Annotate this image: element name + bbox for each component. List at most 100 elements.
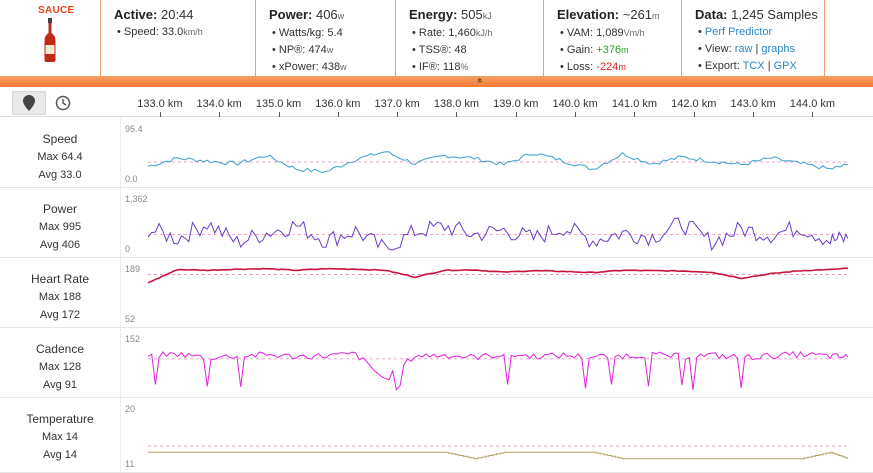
series-plot xyxy=(148,351,848,391)
gain-stat: • Gain: +376m xyxy=(560,44,629,56)
x-tick-label: 135.0 km xyxy=(255,98,302,110)
y-max-label: 20 xyxy=(125,404,136,414)
x-tick-label: 144.0 km xyxy=(789,98,836,110)
x-tick-label: 134.0 km xyxy=(196,98,242,110)
row-divider xyxy=(120,118,121,187)
row-divider xyxy=(120,328,121,397)
row-divider xyxy=(120,188,121,257)
x-tick-mark xyxy=(812,112,814,117)
y-max-label: 1,362 xyxy=(125,194,148,204)
x-tick-mark xyxy=(456,112,458,117)
row-divider xyxy=(120,258,121,327)
series-plot xyxy=(148,445,848,460)
row-divider xyxy=(120,398,121,472)
series-max: Max 14 xyxy=(41,431,79,443)
series-name: Heart Rate xyxy=(30,272,90,286)
logo-text: SAUCE xyxy=(38,5,75,16)
series-name: Power xyxy=(42,202,77,216)
row-label: Heart Rate Max 188 Avg 172 xyxy=(0,270,120,324)
series-name: Speed xyxy=(42,132,78,146)
active-value: 20:44 xyxy=(160,7,194,22)
chart-row-power[interactable]: Power Max 995 Avg 406 1,362 0 xyxy=(0,188,873,258)
if-stat: • IF®: 118% xyxy=(412,61,469,73)
map-pin-icon xyxy=(23,95,35,111)
series-plot xyxy=(148,151,848,174)
chart-row-heart-rate[interactable]: Heart Rate Max 188 Avg 172 189 52 xyxy=(0,258,873,328)
view-raw-link[interactable]: raw xyxy=(734,43,753,55)
clock-icon xyxy=(55,95,71,111)
active-stats: Active: 20:44 • Speed: 33.0km/h xyxy=(100,0,255,76)
x-tick-mark xyxy=(159,112,161,117)
x-tick-mark xyxy=(634,112,636,117)
export-tcx-link[interactable]: TCX xyxy=(742,60,765,72)
series-avg: Avg 172 xyxy=(39,309,81,321)
active-label: Active: xyxy=(114,7,158,22)
series-line-temperature xyxy=(148,451,848,460)
chart-toolbar: 133.0 km 134.0 km 135.0 km 136.0 km 137.0 km… xyxy=(0,87,873,117)
series-max: Max 64.4 xyxy=(37,151,83,163)
y-max-label: 95.4 xyxy=(125,124,143,134)
power-label: Power: xyxy=(269,7,313,22)
x-tick-mark xyxy=(337,112,339,117)
chart-row-speed[interactable]: Speed Max 64.4 Avg 33.0 95.4 0.0 xyxy=(0,118,873,188)
map-toggle-button[interactable] xyxy=(12,91,46,115)
series-line-power xyxy=(148,217,848,252)
view-graphs-link[interactable]: graphs xyxy=(761,43,796,55)
series-max: Max 128 xyxy=(38,361,82,373)
energy-stats: Energy: 505kJ • Rate: 1,460kJ/h • TSS®: … xyxy=(395,0,543,76)
x-tick-label: 133.0 km xyxy=(137,98,183,110)
x-tick-mark xyxy=(693,112,695,117)
export-gpx-link[interactable]: GPX xyxy=(773,60,797,72)
perf-predictor-link[interactable]: Perf Predictor xyxy=(704,26,773,38)
y-min-label: 11 xyxy=(125,459,135,469)
loss-stat: • Loss: -224m xyxy=(560,61,626,73)
stats-header: SAUCE Active: 20:44 • Speed: 33.0km/h Po… xyxy=(0,0,873,76)
row-label: Speed Max 64.4 Avg 33.0 xyxy=(0,130,120,184)
elevation-stats: Elevation: ~261m • VAM: 1,089Vm/h • Gain… xyxy=(543,0,681,76)
series-line-speed xyxy=(148,151,848,174)
x-tick-mark xyxy=(575,112,577,117)
rate-stat: • Rate: 1,460kJ/h xyxy=(412,27,493,39)
series-plot xyxy=(148,267,848,284)
x-tick-mark xyxy=(753,112,755,117)
y-min-label: 0.0 xyxy=(125,174,138,184)
time-toggle-button[interactable] xyxy=(46,91,80,115)
row-label: Cadence Max 128 Avg 91 xyxy=(0,340,120,394)
x-tick-label: 143.0 km xyxy=(730,98,776,110)
x-tick-label: 141.0 km xyxy=(611,98,658,110)
series-plot xyxy=(148,217,848,252)
series-name: Cadence xyxy=(35,342,85,356)
speed-stat: • Speed: 33.0km/h xyxy=(117,26,203,38)
collapse-bar[interactable]: » xyxy=(0,76,873,87)
x-tick-label: 142.0 km xyxy=(671,98,717,110)
series-avg: Avg 33.0 xyxy=(38,169,82,181)
sauce-bottle-icon xyxy=(44,18,56,62)
x-tick-label: 140.0 km xyxy=(552,98,598,110)
x-tick-label: 137.0 km xyxy=(374,98,420,110)
x-tick-mark xyxy=(219,112,221,117)
x-tick-mark xyxy=(515,112,517,117)
chart-row-temperature[interactable]: Temperature Max 14 Avg 14 20 11 xyxy=(0,398,873,473)
y-max-label: 152 xyxy=(125,334,141,344)
series-avg: Avg 406 xyxy=(39,239,81,251)
x-tick-label: 138.0 km xyxy=(433,98,480,110)
power-stats: Power: 406w • Watts/kg: 5.4 • NP®: 474w … xyxy=(255,0,395,76)
series-line-heart-rate xyxy=(148,267,848,284)
wkg-stat: • Watts/kg: 5.4 xyxy=(272,27,343,39)
series-max: Max 995 xyxy=(38,221,82,233)
vam-stat: • VAM: 1,089Vm/h xyxy=(560,27,645,39)
row-label: Temperature Max 14 Avg 14 xyxy=(0,410,120,464)
y-min-label: 52 xyxy=(125,314,136,324)
np-stat: • NP®: 474w xyxy=(272,44,334,56)
series-name: Temperature xyxy=(26,412,94,426)
row-label: Power Max 995 Avg 406 xyxy=(0,200,120,254)
tss-stat: • TSS®: 48 xyxy=(412,44,467,56)
logo: SAUCE xyxy=(0,0,100,76)
energy-label: Energy: xyxy=(409,7,458,22)
x-tick-mark xyxy=(397,112,399,117)
xpower-stat: • xPower: 438w xyxy=(272,61,347,73)
series-avg: Avg 91 xyxy=(42,379,78,391)
chart-row-cadence[interactable]: Cadence Max 128 Avg 91 152 xyxy=(0,328,873,398)
x-tick-label: 139.0 km xyxy=(493,98,539,110)
y-min-label: 0 xyxy=(125,244,131,254)
